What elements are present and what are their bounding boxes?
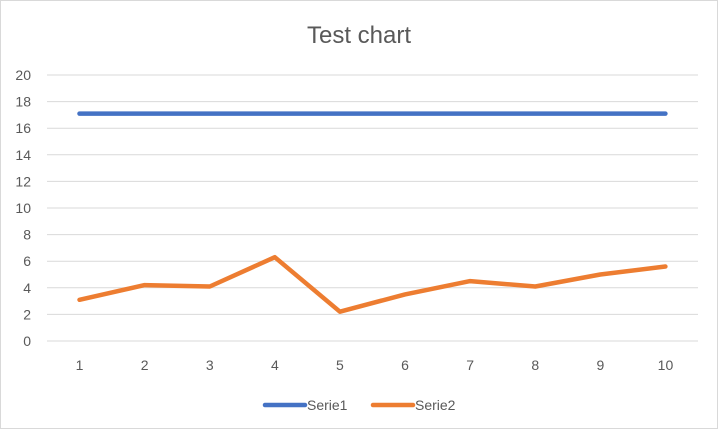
series-lines — [77, 111, 668, 314]
y-tick-label: 12 — [15, 173, 31, 189]
y-tick-label: 0 — [23, 333, 31, 349]
x-tick-label: 4 — [271, 357, 279, 373]
y-tick-label: 10 — [15, 200, 31, 216]
y-axis-ticks: 0 2 4 6 8 10 12 14 16 18 20 — [15, 67, 31, 349]
legend-label-serie2: Serie2 — [415, 397, 456, 413]
x-tick-label: 2 — [141, 357, 149, 373]
y-tick-label: 14 — [15, 147, 31, 163]
y-tick-label: 8 — [23, 227, 31, 243]
x-tick-label: 7 — [466, 357, 474, 373]
x-tick-label: 8 — [531, 357, 539, 373]
y-tick-label: 6 — [23, 253, 31, 269]
series-line-serie2 — [77, 254, 668, 314]
chart-title: Test chart — [307, 22, 411, 49]
x-tick-label: 9 — [596, 357, 604, 373]
legend-label-serie1: Serie1 — [307, 397, 348, 413]
y-tick-label: 2 — [23, 306, 31, 322]
x-tick-label: 1 — [76, 357, 84, 373]
x-tick-label: 6 — [401, 357, 409, 373]
legend: Serie1 Serie2 — [262, 397, 456, 413]
gridlines — [47, 74, 698, 342]
x-tick-label: 5 — [336, 357, 344, 373]
x-tick-label: 10 — [658, 357, 674, 373]
y-tick-label: 4 — [23, 280, 31, 296]
y-tick-label: 16 — [15, 120, 31, 136]
x-tick-label: 3 — [206, 357, 214, 373]
y-tick-label: 18 — [15, 94, 31, 110]
y-tick-label: 20 — [15, 67, 31, 83]
x-axis-ticks: 1 2 3 4 5 6 7 8 9 10 — [76, 357, 674, 373]
